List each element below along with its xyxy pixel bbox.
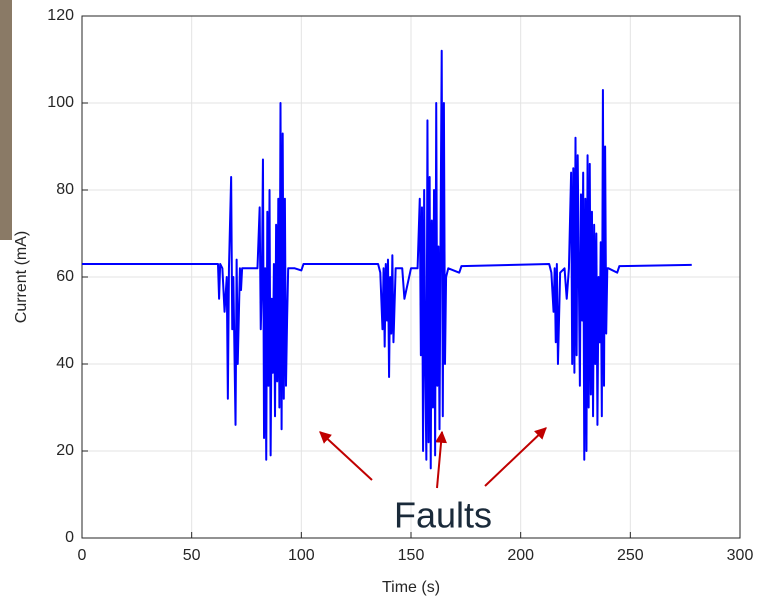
x-tick-label: 250 (617, 547, 644, 564)
x-tick-label: 150 (398, 547, 425, 564)
x-axis-label: Time (s) (382, 579, 440, 596)
data-line (82, 49, 692, 470)
x-tick-label: 0 (78, 547, 87, 564)
annotation: Faults (394, 495, 492, 536)
y-tick-label: 20 (56, 442, 74, 459)
arrow (435, 430, 448, 489)
x-tick-label: 50 (183, 547, 201, 564)
y-tick-label: 40 (56, 355, 74, 372)
x-tick-label: 300 (727, 547, 754, 564)
x-tick-label: 200 (507, 547, 534, 564)
arrow (484, 427, 547, 487)
y-tick-label: 0 (65, 529, 74, 546)
y-axis-label: Current (mA) (13, 231, 30, 323)
y-tick-label: 60 (56, 268, 74, 285)
annotation-arrows (319, 427, 547, 489)
x-tick-label: 100 (288, 547, 315, 564)
photo-edge (0, 0, 12, 240)
arrow (319, 431, 373, 481)
y-tick-label: 100 (47, 94, 74, 111)
y-tick-label: 120 (47, 7, 74, 24)
y-tick-label: 80 (56, 181, 74, 198)
grid (81, 15, 741, 539)
